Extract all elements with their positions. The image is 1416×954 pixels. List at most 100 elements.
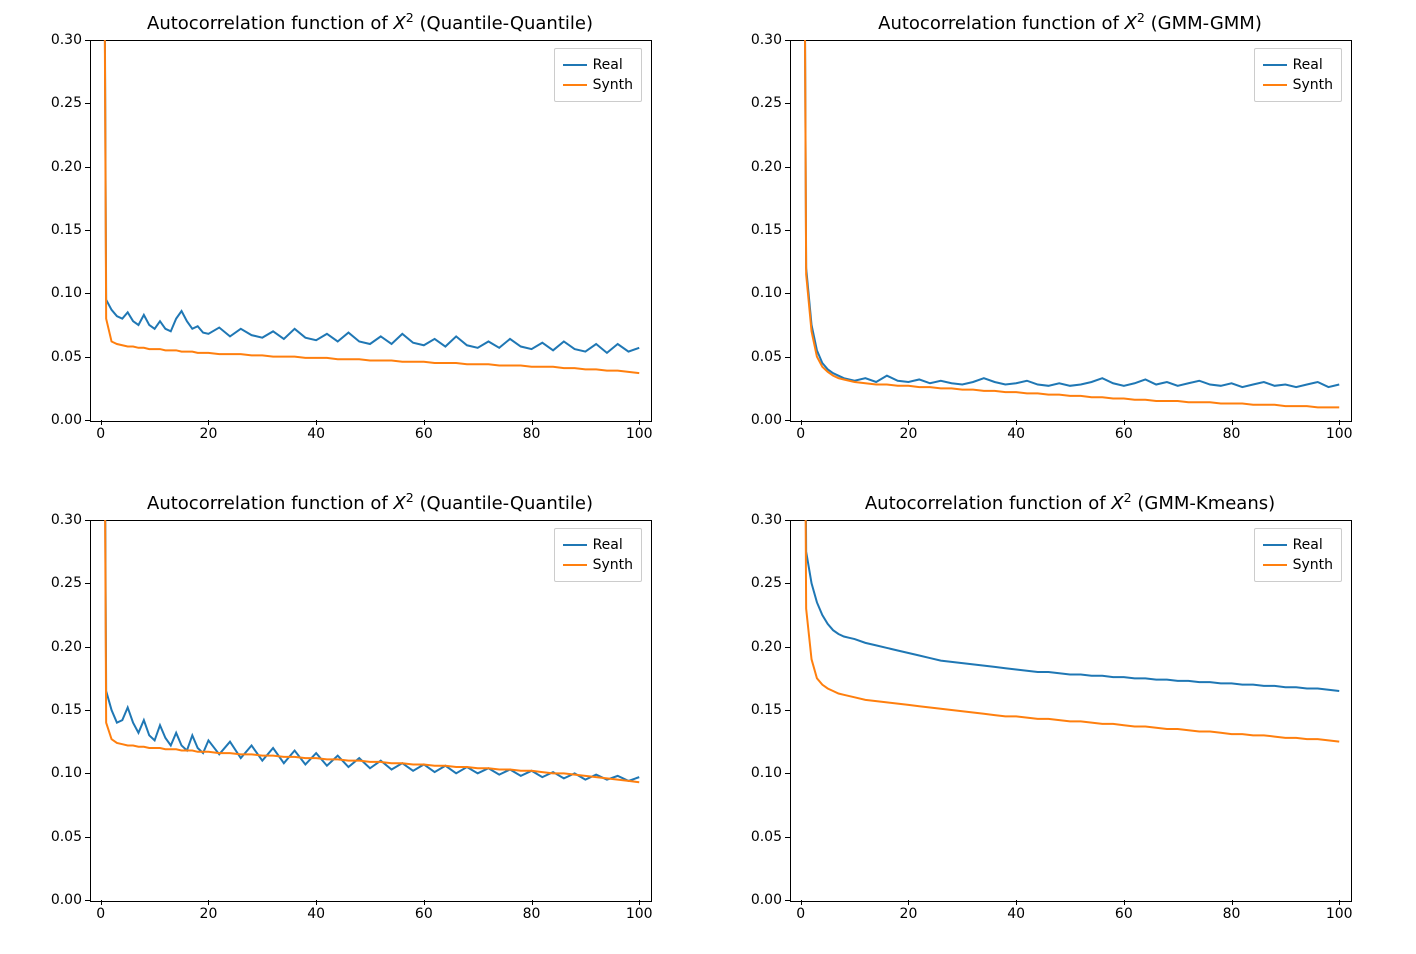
legend: RealSynth xyxy=(1254,48,1342,102)
x-tick-mark xyxy=(316,900,317,905)
y-tick-label: 0.00 xyxy=(51,412,82,428)
x-tick-mark xyxy=(316,420,317,425)
x-tick-mark xyxy=(1016,420,1017,425)
x-tick-label: 100 xyxy=(626,426,653,442)
y-tick-label: 0.20 xyxy=(751,159,782,175)
x-tick-mark xyxy=(208,900,209,905)
chart-title: Autocorrelation function of X2 (Quantile… xyxy=(90,10,650,34)
y-tick-label: 0.10 xyxy=(51,285,82,301)
legend-swatch xyxy=(563,64,587,66)
legend: RealSynth xyxy=(554,48,642,102)
subplot-sp3: Autocorrelation function of X2 (Quantile… xyxy=(90,520,650,900)
legend-item: Synth xyxy=(1263,75,1333,95)
x-tick-mark xyxy=(908,420,909,425)
y-tick-label: 0.05 xyxy=(51,829,82,845)
x-tick-mark xyxy=(208,420,209,425)
x-tick-label: 60 xyxy=(415,426,433,442)
x-tick-mark xyxy=(532,900,533,905)
legend-item: Synth xyxy=(1263,555,1333,575)
y-tick-label: 0.15 xyxy=(51,702,82,718)
x-tick-mark xyxy=(101,900,102,905)
legend-label: Real xyxy=(1293,55,1323,75)
y-tick-label: 0.05 xyxy=(751,349,782,365)
legend-item: Real xyxy=(563,535,633,555)
subplot-sp1: Autocorrelation function of X2 (Quantile… xyxy=(90,40,650,420)
x-tick-label: 0 xyxy=(796,426,805,442)
legend-label: Synth xyxy=(593,555,633,575)
x-tick-mark xyxy=(1124,420,1125,425)
legend-swatch xyxy=(563,84,587,86)
legend-item: Synth xyxy=(563,555,633,575)
x-tick-label: 40 xyxy=(307,426,325,442)
legend: RealSynth xyxy=(554,528,642,582)
title-suffix: (Quantile-Quantile) xyxy=(414,493,593,514)
x-tick-mark xyxy=(424,900,425,905)
x-tick-mark xyxy=(1232,900,1233,905)
y-tick-label: 0.10 xyxy=(751,765,782,781)
x-tick-label: 100 xyxy=(1326,426,1353,442)
x-tick-label: 0 xyxy=(96,906,105,922)
x-tick-label: 100 xyxy=(1326,906,1353,922)
x-tick-label: 80 xyxy=(523,426,541,442)
x-tick-label: 20 xyxy=(200,906,218,922)
x-tick-label: 20 xyxy=(900,906,918,922)
x-tick-label: 80 xyxy=(523,906,541,922)
y-tick-label: 0.20 xyxy=(51,159,82,175)
legend-swatch xyxy=(1263,84,1287,86)
legend-item: Real xyxy=(1263,55,1333,75)
y-tick-label: 0.15 xyxy=(751,222,782,238)
chart-title: Autocorrelation function of X2 (GMM-Kmea… xyxy=(790,490,1350,514)
title-sup: 2 xyxy=(1124,490,1132,505)
legend-item: Real xyxy=(1263,535,1333,555)
x-tick-label: 60 xyxy=(415,906,433,922)
y-tick-label: 0.25 xyxy=(51,95,82,111)
legend-swatch xyxy=(563,544,587,546)
y-tick-label: 0.25 xyxy=(751,95,782,111)
y-tick-mark xyxy=(85,420,90,421)
x-tick-mark xyxy=(424,420,425,425)
x-tick-label: 40 xyxy=(1007,906,1025,922)
legend-swatch xyxy=(563,564,587,566)
title-sup: 2 xyxy=(1137,10,1145,25)
x-tick-label: 60 xyxy=(1115,426,1133,442)
title-var: X xyxy=(1111,493,1123,514)
legend-item: Synth xyxy=(563,75,633,95)
figure: Autocorrelation function of X2 (Quantile… xyxy=(0,0,1416,954)
y-tick-mark xyxy=(785,420,790,421)
title-prefix: Autocorrelation function of xyxy=(147,493,393,514)
x-tick-mark xyxy=(801,420,802,425)
title-var: X xyxy=(1125,13,1137,34)
y-tick-label: 0.25 xyxy=(751,575,782,591)
y-tick-label: 0.10 xyxy=(751,285,782,301)
y-tick-label: 0.30 xyxy=(51,512,82,528)
x-tick-label: 80 xyxy=(1223,906,1241,922)
x-tick-label: 80 xyxy=(1223,426,1241,442)
chart-title: Autocorrelation function of X2 (Quantile… xyxy=(90,490,650,514)
title-suffix: (GMM-Kmeans) xyxy=(1132,493,1276,514)
x-tick-label: 0 xyxy=(796,906,805,922)
x-tick-mark xyxy=(1016,900,1017,905)
x-tick-label: 100 xyxy=(626,906,653,922)
y-tick-label: 0.30 xyxy=(751,512,782,528)
x-tick-label: 60 xyxy=(1115,906,1133,922)
x-tick-mark xyxy=(532,420,533,425)
legend-label: Synth xyxy=(593,75,633,95)
chart-title: Autocorrelation function of X2 (GMM-GMM) xyxy=(790,10,1350,34)
x-tick-mark xyxy=(908,900,909,905)
legend-label: Real xyxy=(593,535,623,555)
legend: RealSynth xyxy=(1254,528,1342,582)
legend-label: Real xyxy=(593,55,623,75)
x-tick-mark xyxy=(639,420,640,425)
y-tick-label: 0.30 xyxy=(51,32,82,48)
x-tick-mark xyxy=(1124,900,1125,905)
title-suffix: (GMM-GMM) xyxy=(1145,13,1262,34)
title-suffix: (Quantile-Quantile) xyxy=(414,13,593,34)
y-tick-mark xyxy=(785,900,790,901)
legend-label: Real xyxy=(1293,535,1323,555)
x-tick-mark xyxy=(639,900,640,905)
y-tick-label: 0.20 xyxy=(51,639,82,655)
legend-item: Real xyxy=(563,55,633,75)
y-tick-label: 0.20 xyxy=(751,639,782,655)
x-tick-label: 20 xyxy=(200,426,218,442)
x-tick-mark xyxy=(101,420,102,425)
